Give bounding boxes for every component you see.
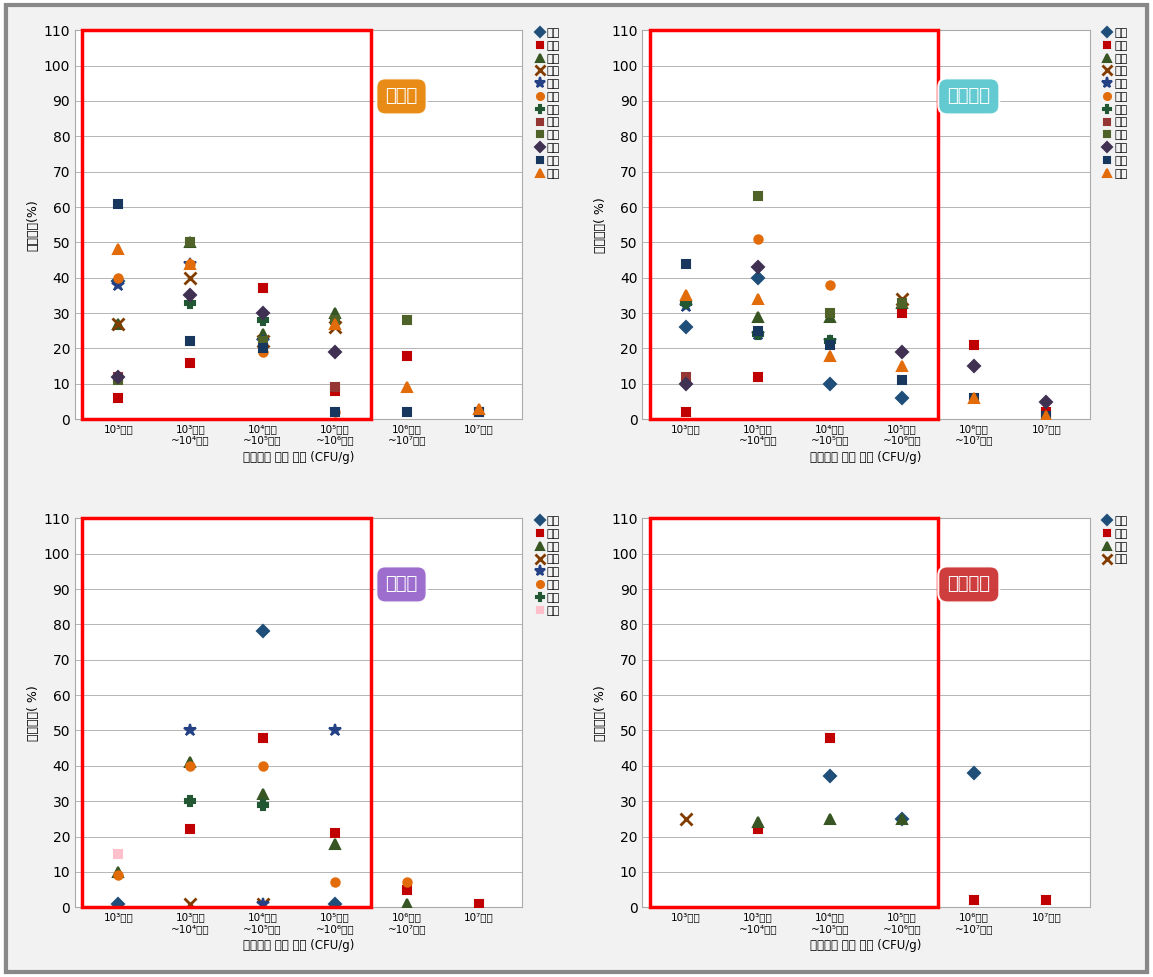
Text: 소고기: 소고기 [385, 87, 417, 106]
Bar [82, 519, 371, 908]
Bar [82, 30, 371, 419]
X-axis label: 모니터링 검사 결과 (CFU/g): 모니터링 검사 결과 (CFU/g) [243, 451, 354, 464]
X-axis label: 모니터링 검사 결과 (CFU/g): 모니터링 검사 결과 (CFU/g) [811, 451, 921, 464]
Legend: 강원, 경기, 광주, 부산, 전남, 전북, 충남, 충북: 강원, 경기, 광주, 부산, 전남, 전북, 충남, 충북 [536, 516, 560, 616]
Y-axis label: 상대비율( %): 상대비율( %) [594, 685, 606, 741]
Text: 닭고기: 닭고기 [385, 575, 417, 593]
Legend: 강원, 경기, 경남, 광주, 대구, 부산, 서울, 인체, 전남, 전북, 충남, 충북: 강원, 경기, 경남, 광주, 대구, 부산, 서울, 인체, 전남, 전북, … [1105, 28, 1128, 179]
Legend: 경기, 광주, 전남, 전북: 경기, 광주, 전남, 전북 [1105, 516, 1128, 565]
Text: 오리고기: 오리고기 [948, 575, 990, 593]
X-axis label: 모니터링 검사 결과 (CFU/g): 모니터링 검사 결과 (CFU/g) [811, 939, 921, 953]
Legend: 강원, 경기, 경남, 광주, 대구, 부산, 서울, 인체, 전남, 전북, 충남, 충북: 강원, 경기, 경남, 광주, 대구, 부산, 서울, 인체, 전남, 전북, … [536, 28, 560, 179]
Y-axis label: 상대비율( %): 상대비율( %) [594, 196, 606, 253]
Y-axis label: 상대비율( %): 상대비율( %) [27, 685, 39, 741]
X-axis label: 모니터링 검사 결과 (CFU/g): 모니터링 검사 결과 (CFU/g) [243, 939, 354, 953]
Y-axis label: 상대비율(%): 상대비율(%) [27, 199, 39, 250]
Text: 돼지고기: 돼지고기 [948, 87, 990, 106]
Bar [649, 30, 939, 419]
Bar [649, 519, 939, 908]
